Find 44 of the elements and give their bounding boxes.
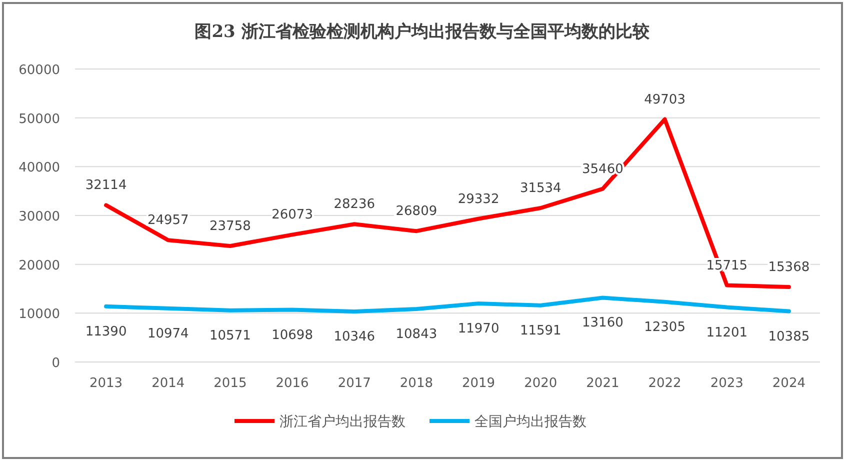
y-tick-label: 30000 [18, 210, 60, 224]
legend-label: 浙江省户均出报告数 [280, 414, 406, 430]
data-label: 28236 [334, 197, 376, 212]
data-label: 11390 [85, 324, 127, 340]
x-tick-label: 2022 [648, 376, 682, 391]
y-tick-label: 0 [52, 356, 60, 371]
y-tick-label: 60000 [18, 63, 60, 78]
x-tick-label: 2018 [400, 376, 434, 391]
y-tick-label: 20000 [18, 258, 60, 274]
data-label: 32114 [85, 178, 127, 194]
x-tick-label: 2020 [524, 376, 558, 391]
x-tick-label: 2016 [276, 376, 309, 391]
y-tick-label: 50000 [18, 112, 60, 127]
y-tick-label: 10000 [18, 307, 60, 322]
x-tick-label: 2019 [462, 376, 496, 391]
data-label: 23758 [210, 218, 251, 234]
y-tick-label: 40000 [18, 160, 60, 176]
data-label: 10698 [272, 328, 313, 343]
chart-title: 图23 浙江省检验检测机构户均出报告数与全国平均数的比较 [194, 22, 650, 42]
data-label: 10346 [334, 329, 376, 344]
data-label: 15368 [768, 260, 810, 275]
data-label: 11970 [458, 322, 500, 337]
data-label: 31534 [520, 181, 562, 196]
data-label: 10843 [396, 327, 438, 342]
x-tick-label: 2013 [89, 376, 123, 391]
data-label: 12305 [644, 320, 686, 335]
data-label: 10974 [147, 326, 189, 342]
data-label: 24957 [147, 213, 189, 228]
x-tick-label: 2021 [586, 376, 620, 391]
legend-label: 全国户均出报告数 [474, 414, 586, 430]
data-label: 29332 [458, 192, 500, 207]
data-label: 26809 [396, 204, 438, 220]
x-tick-label: 2024 [772, 376, 806, 391]
data-label: 13160 [582, 316, 624, 331]
x-tick-label: 2015 [214, 376, 247, 391]
data-label: 11201 [706, 325, 748, 340]
x-tick-label: 2017 [338, 376, 371, 391]
x-tick-label: 2014 [152, 376, 185, 391]
data-label: 49703 [644, 92, 686, 108]
x-tick-label: 2023 [710, 376, 744, 391]
data-label: 10571 [210, 328, 251, 344]
data-label: 10385 [768, 329, 810, 344]
data-label: 26073 [272, 208, 313, 223]
data-label: 11591 [520, 323, 562, 338]
